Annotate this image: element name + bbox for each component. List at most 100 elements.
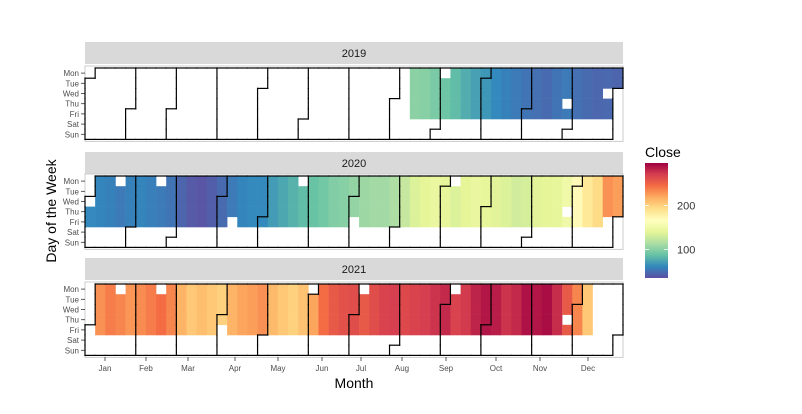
day-cell [328,304,340,315]
day-cell [298,294,309,305]
day-cell [379,294,390,305]
day-cell [196,324,208,336]
day-cell [277,176,289,187]
day-cell [135,216,147,228]
day-cell [582,68,593,79]
day-cell [460,206,472,218]
day-cell [419,176,431,187]
day-cell [206,216,218,228]
day-cell [216,304,228,315]
day-cell [399,324,411,336]
day-cell [450,304,461,315]
day-cell [115,186,126,197]
day-cell [227,304,238,315]
day-cell [328,176,340,187]
day-cell [419,108,431,120]
day-cell [288,186,299,197]
day-cell [409,284,421,295]
day-cell [430,294,441,305]
day-cell [480,176,492,187]
day-cell [348,206,360,218]
day-cell [216,206,228,218]
day-cell [237,186,248,197]
day-cell [338,294,350,305]
day-cell [348,196,360,207]
day-cell [511,88,522,99]
day-cell [460,88,472,99]
day-cell [511,98,522,110]
day-cell [409,304,421,315]
day-cell [359,196,370,207]
day-cell [328,186,340,197]
x-tick-label: Feb [139,364,153,373]
day-cell [369,206,380,218]
day-cell [206,324,218,336]
day-cell [359,206,370,218]
month-boundaries [84,175,624,248]
day-cell [156,304,167,315]
day-cell [511,78,522,89]
day-cell [430,324,441,336]
day-cell [419,88,431,99]
day-cell [562,186,573,197]
day-cell [480,284,492,295]
x-tick-label: Aug [395,364,409,373]
y-tick-label: Mon [63,177,79,186]
day-cell [196,314,208,326]
day-cell [125,186,137,197]
day-cell [409,294,421,305]
day-cell [206,196,218,207]
day-cell [409,88,421,99]
day-cell [257,304,269,315]
day-cell [369,196,380,207]
day-cell [105,314,116,326]
day-cell [308,196,319,207]
day-cell [450,216,461,228]
day-cell [399,186,411,197]
y-tick-label: Wed [63,306,79,315]
day-cell [551,294,563,305]
day-cell [125,206,137,218]
day-cell [379,176,390,187]
day-cell [145,314,157,326]
day-cell [541,186,553,197]
day-cell [562,216,573,228]
day-cell [379,304,390,315]
day-cell [409,68,421,79]
day-cell [491,216,502,228]
day-cell [247,304,258,315]
day-cell [491,78,502,89]
day-cell [105,216,116,228]
day-cell [125,314,137,326]
day-cell [267,176,279,187]
day-cell [348,324,360,336]
day-cell [95,294,106,305]
day-cell [166,206,177,218]
day-cell [541,284,553,295]
day-cell [277,324,289,336]
day-cell [470,304,482,315]
day-cell [115,216,126,228]
day-cell [298,216,309,228]
month-boundaries [84,283,624,356]
day-cell [267,294,279,305]
day-cell [501,284,512,295]
day-cell [348,176,360,187]
day-cell [105,324,116,336]
day-cell [470,216,482,228]
day-cell [480,324,492,336]
day-cell [531,108,543,120]
day-cell [359,314,370,326]
day-cell [450,206,461,218]
day-cell [521,294,532,305]
day-cell [135,206,147,218]
day-cell [419,206,431,218]
day-cell [460,108,472,120]
day-cell [216,186,228,197]
day-cell [166,186,177,197]
day-cell [379,314,390,326]
day-cell [338,176,350,187]
day-cell [298,304,309,315]
day-cell [592,216,603,228]
